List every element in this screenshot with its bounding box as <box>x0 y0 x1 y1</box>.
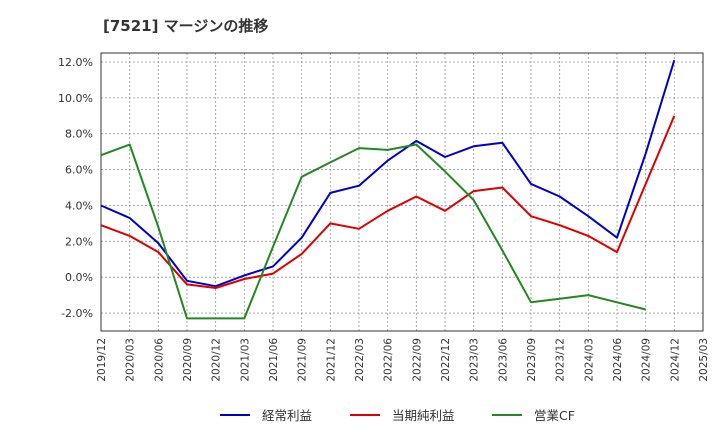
y-tick-label: -2.0% <box>61 307 93 320</box>
y-tick-label: 8.0% <box>65 128 93 141</box>
x-tick-label: 2022/12 <box>440 338 452 382</box>
x-tick-label: 2021/06 <box>268 338 280 382</box>
x-tick-label: 2023/03 <box>469 338 481 382</box>
grid <box>100 53 704 331</box>
series-line <box>100 143 646 320</box>
axes: 12.0% 10.0% 8.0% 6.0% 4.0% 2.0% 0.0% -2.0% 2019/… <box>58 52 710 382</box>
x-tick-label: 2020/06 <box>153 338 165 382</box>
y-tick-label: 12.0% <box>58 56 93 69</box>
x-tick-label: 2024/09 <box>641 338 653 382</box>
legend-label: 当期純利益 <box>392 408 455 423</box>
y-tick-label: 6.0% <box>65 164 93 177</box>
x-tick-label: 2021/09 <box>297 338 309 382</box>
x-tick-label: 2020/12 <box>211 338 223 382</box>
x-tick-label: 2024/12 <box>669 338 681 382</box>
x-tick-label: 2023/09 <box>526 338 538 382</box>
x-tick-label: 2019/12 <box>96 338 108 382</box>
y-tick-label: 0.0% <box>65 271 93 284</box>
x-tick-label: 2020/09 <box>182 338 194 382</box>
x-tick-label: 2022/03 <box>354 338 366 382</box>
x-tick-label: 2024/06 <box>612 338 624 382</box>
x-tick-label: 2022/06 <box>383 338 395 382</box>
y-tick-label: 4.0% <box>65 199 93 212</box>
series-line <box>100 59 676 288</box>
y-tick-label: 2.0% <box>65 235 93 248</box>
x-tick-label: 2021/03 <box>239 338 251 382</box>
series-lines <box>100 59 676 320</box>
x-tick-label: 2024/03 <box>583 338 595 382</box>
x-tick-label: 2025/03 <box>698 338 710 382</box>
legend-label: 営業CF <box>534 408 575 423</box>
x-tick-label: 2021/12 <box>325 338 337 382</box>
x-tick-label: 2022/09 <box>411 338 423 382</box>
x-tick-label: 2020/03 <box>125 338 137 382</box>
x-tick-label: 2023/06 <box>497 338 509 382</box>
chart-title: [7521] マージンの推移 <box>103 17 268 35</box>
y-tick-label: 10.0% <box>58 92 93 105</box>
plot-frame <box>100 52 704 332</box>
series-line <box>100 115 676 289</box>
legend-label: 経常利益 <box>262 408 312 423</box>
x-tick-label: 2023/12 <box>555 338 567 382</box>
legend: 経常利益 当期純利益 営業CF <box>220 408 575 423</box>
